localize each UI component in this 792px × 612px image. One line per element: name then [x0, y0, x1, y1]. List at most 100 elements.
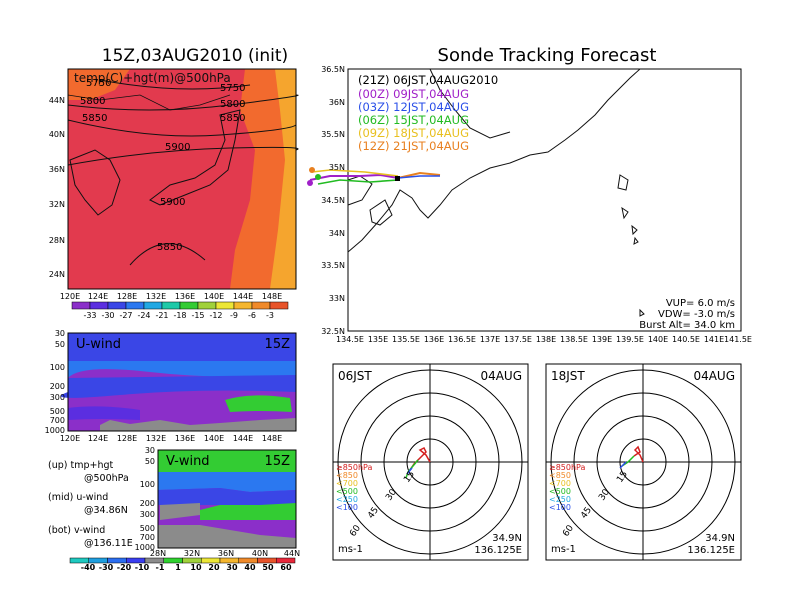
lon-tick: 124E	[88, 292, 108, 301]
lon-tick: 132E	[146, 292, 166, 301]
colorbar-label: -33	[83, 311, 96, 320]
lon-tick: 135E	[368, 335, 388, 344]
level-legend-item: <850	[336, 471, 358, 480]
main-map-title: 15Z,03AUG2010 (init)	[102, 46, 288, 66]
v-wind-y-ticks: 30 50 100 200 300 500 700 1000	[135, 446, 155, 552]
level-legend-item: <100	[336, 503, 358, 512]
temp-colorbar	[71, 301, 289, 310]
wind-colorbar-labels: -40 -30 -20 -10 -1 1 10 20 30 40 50 60	[81, 563, 292, 572]
lon-tick: 141E	[704, 335, 724, 344]
launch-site-marker	[395, 176, 400, 181]
contour-label: 5750	[86, 78, 111, 89]
lat-tick: 32.5N	[321, 327, 345, 336]
lon-tick: 134.5E	[336, 335, 364, 344]
lon-tick: 139.5E	[616, 335, 644, 344]
lon-tick: 144E	[233, 292, 253, 301]
polar-right-legend: ≥850hPa <850 <700 <500 <250 <100	[549, 463, 586, 512]
colorbar-swatch	[125, 301, 145, 310]
note-line: @500hPa	[84, 473, 129, 484]
x-tick: 148E	[262, 434, 282, 443]
x-tick: 28N	[150, 549, 166, 558]
lat-tick: 40N	[49, 130, 65, 139]
tracking-lat-ticks: 36.5N 36N 35.5N 35N 34.5N 34N 33.5N 33N …	[321, 65, 345, 336]
u-wind-mid-band	[60, 375, 297, 398]
x-tick: 144E	[233, 434, 253, 443]
y-tick: 30	[145, 446, 155, 455]
x-tick: 120E	[60, 434, 80, 443]
colorbar-label: 40	[244, 563, 256, 572]
colorbar-label: -30	[101, 311, 114, 320]
colorbar-label: -10	[135, 563, 150, 572]
honshu-south-coast	[347, 68, 641, 253]
v-wind-upper-band	[158, 450, 296, 472]
contour-label: 5850	[82, 113, 107, 124]
track-03z	[397, 175, 440, 179]
lon-tick: 138E	[536, 335, 556, 344]
tracking-legend: (21Z) 06JST,04AUG2010 (00Z) 09JST,04AUG …	[358, 73, 498, 153]
legend-item: (09Z) 18JST,04AUG	[358, 126, 469, 140]
legend-item: (00Z) 09JST,04AUG	[358, 87, 469, 101]
main-map-contour-5850	[67, 119, 297, 137]
info-vdw: VDW= -3.0 m/s	[658, 309, 735, 320]
u-wind-y-ticks: 30 50 100 200 300 500 700 1000	[45, 329, 65, 435]
panel-notes: (up) tmp+hgt @500hPa (mid) u-wind @34.86…	[48, 460, 133, 549]
v-wind-x-ticks: 28N 32N 36N 40N 44N	[150, 549, 300, 558]
y-tick: 200	[50, 382, 65, 391]
info-burst: Burst Alt= 34.0 km	[639, 320, 735, 331]
level-legend-item: <700	[336, 479, 358, 488]
colorbar-label: -12	[209, 311, 222, 320]
polar-time: 06JST	[338, 369, 372, 383]
track-09z	[311, 169, 399, 177]
contour-label: 5750	[220, 83, 245, 94]
colorbar-swatch	[71, 301, 91, 310]
main-map-warmer-region	[270, 69, 296, 289]
colorbar-swatch	[276, 557, 296, 564]
y-tick: 500	[50, 407, 65, 416]
main-map-japan-coast	[149, 109, 241, 206]
x-tick: 136E	[175, 434, 195, 443]
level-legend-item: <250	[336, 495, 358, 504]
polar-left-panel: 15 30 45 60 06JST 04AUG ≥850hPa <850 <70…	[332, 363, 529, 561]
colorbar-label: -20	[117, 563, 132, 572]
x-tick: 40N	[252, 549, 268, 558]
main-map-contour-5750	[99, 79, 251, 90]
track-end-marker	[309, 167, 315, 173]
lon-tick: 138.5E	[560, 335, 588, 344]
x-tick: 36N	[218, 549, 234, 558]
colorbar-label: -15	[191, 311, 204, 320]
v-wind-time: 15Z	[265, 454, 291, 469]
main-map-panel: temp(C)+hgt(m)@500hPa 5750 5750 5800 580…	[49, 68, 299, 301]
contour-label: 5900	[160, 197, 185, 208]
colorbar-label: 60	[280, 563, 292, 572]
track-00z	[309, 173, 399, 181]
main-map-contour-labels: 5750 5750 5800 5800 5850 5850 5900 5900 …	[80, 78, 245, 253]
note-line: @136.11E	[84, 538, 133, 549]
lat-tick: 33.5N	[321, 261, 345, 270]
polar-time: 18JST	[551, 369, 585, 383]
colorbar-label: 20	[208, 563, 220, 572]
legend-item: (21Z) 06JST,04AUG2010	[358, 73, 498, 87]
main-map-contour-5900	[67, 146, 299, 166]
lat-tick: 34N	[329, 229, 345, 238]
polar-lat: 34.9N	[492, 533, 522, 544]
contour-label: 5900	[165, 142, 190, 153]
lon-tick: 141.5E	[724, 335, 752, 344]
y-tick: 1000	[45, 426, 65, 435]
polar-right-panel: 15 30 45 60 18JST 04AUG ≥850hPa <850 <70…	[545, 363, 742, 561]
lon-tick: 128E	[117, 292, 137, 301]
lon-tick: 140E	[648, 335, 668, 344]
lat-tick: 34.5N	[321, 196, 345, 205]
lat-tick: 36.5N	[321, 65, 345, 74]
tracking-panel: (21Z) 06JST,04AUG2010 (00Z) 09JST,04AUG …	[307, 65, 752, 344]
note-line: (bot) v-wind	[48, 525, 105, 536]
lat-tick: 35N	[329, 163, 345, 172]
contour-label: 5800	[80, 96, 105, 107]
y-tick: 100	[140, 480, 155, 489]
contour-label: 5850	[157, 242, 182, 253]
main-map-north-region	[68, 69, 130, 100]
tracking-lon-ticks: 134.5E 135E 135.5E 136E 136.5E 137E 137.…	[336, 335, 752, 344]
u-wind-x-ticks: 120E 124E 128E 132E 136E 140E 144E 148E	[60, 434, 282, 443]
level-legend-item: <250	[549, 495, 571, 504]
legend-item: (12Z) 21JST,04AUG	[358, 139, 469, 153]
